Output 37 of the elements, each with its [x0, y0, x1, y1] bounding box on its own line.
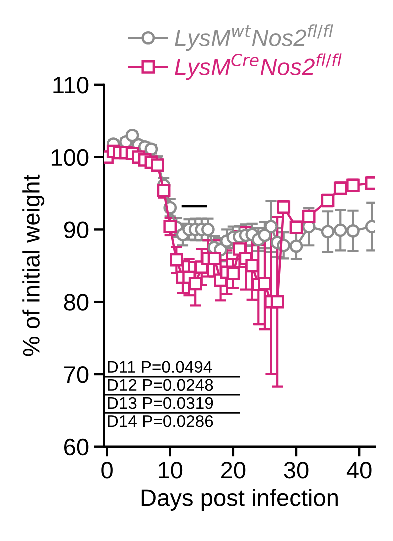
point — [346, 224, 360, 238]
x-tick-label: 30 — [284, 462, 309, 479]
point — [157, 184, 171, 198]
legend-label: LysM$^{Cre}$Nos2$^{fl/fl}$ — [175, 54, 342, 80]
y-tick-label: 110 — [54, 77, 89, 94]
point — [170, 253, 184, 267]
annotation: D14 P=0.0286 — [108, 415, 214, 428]
point — [302, 210, 316, 224]
point — [258, 277, 272, 291]
annotation: D12 P=0.0248 — [108, 379, 214, 392]
y-tick-label: 90 — [64, 222, 89, 238]
annotation: D11 P=0.0494 — [108, 361, 212, 373]
y-tick-label: 80 — [64, 294, 89, 311]
x-tick-label: 20 — [221, 462, 246, 479]
y-tick-label: 70 — [64, 366, 89, 384]
y-tick-label: 100 — [52, 149, 89, 166]
y-tick-label: 60 — [64, 438, 89, 456]
point — [246, 259, 260, 273]
point — [334, 224, 348, 238]
point — [226, 267, 240, 281]
point — [164, 220, 178, 234]
x-tick-label: 0 — [102, 462, 113, 479]
point — [126, 128, 140, 142]
annotation: D13 P=0.0319 — [108, 397, 214, 410]
point — [270, 295, 284, 309]
point — [202, 223, 215, 236]
x-axis-title: Days post infection — [142, 489, 338, 512]
point — [258, 228, 272, 242]
x-tick-label: 10 — [159, 462, 183, 479]
point — [188, 277, 202, 291]
legend-label: LysM$^{wt}$Nos2$^{fl/fl}$ — [175, 24, 334, 52]
x-tick-label: 40 — [346, 462, 372, 479]
point — [290, 240, 304, 254]
point — [208, 252, 222, 266]
point — [321, 225, 335, 239]
y-axis-title: % of initial weight — [22, 174, 45, 356]
point — [264, 220, 278, 234]
